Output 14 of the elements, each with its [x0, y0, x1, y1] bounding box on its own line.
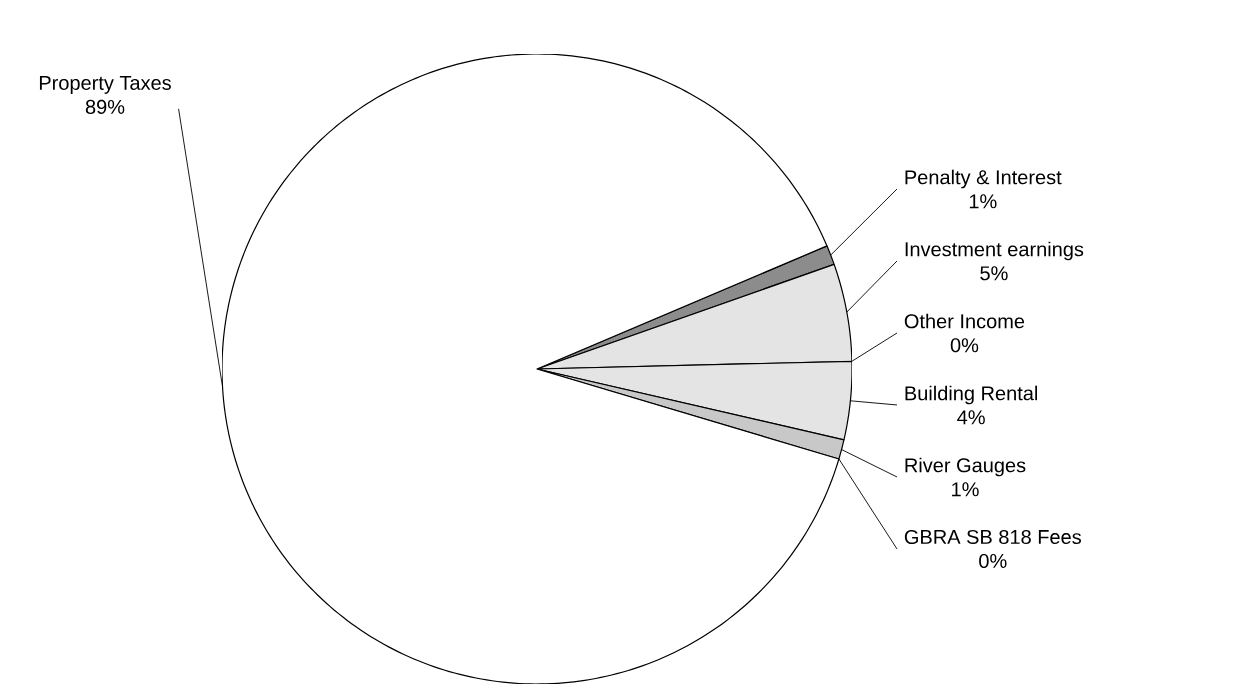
- category-label: Other Income: [904, 313, 1025, 329]
- data-label: 5%: [980, 266, 1008, 281]
- data-label: 4%: [957, 410, 985, 425]
- slice-label: Investment earnings: [905, 241, 1084, 261]
- slice-label: Building Rental: [905, 385, 1038, 405]
- slice-label: River Gauges: [905, 457, 1026, 477]
- data-label: 1%: [969, 194, 997, 209]
- text: 0%: [979, 553, 1007, 569]
- slice-label: Property Taxes: [39, 76, 171, 94]
- data-label: 89%: [85, 99, 125, 114]
- text: 0%: [950, 338, 979, 353]
- category-label: GBRA SB 818 Fees: [904, 529, 1081, 545]
- data-label: 1%: [952, 482, 979, 497]
- slice-label: Penalty & Interest: [905, 169, 1062, 189]
